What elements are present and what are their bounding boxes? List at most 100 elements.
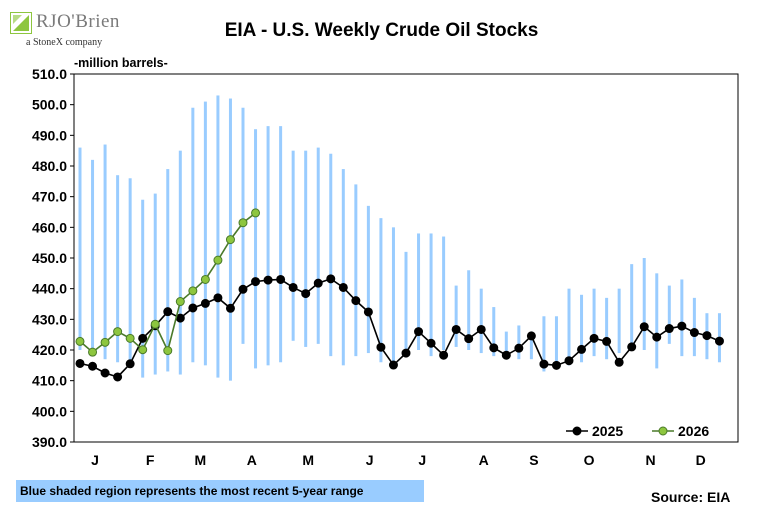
range-bar	[404, 251, 408, 350]
logo-mark-icon	[10, 12, 32, 34]
range-bar	[642, 258, 646, 350]
series-lines	[75, 208, 724, 382]
point-2025	[401, 348, 411, 358]
point-2025	[639, 322, 649, 332]
point-2025	[125, 359, 135, 369]
range-bar	[492, 307, 496, 357]
point-2026	[88, 347, 98, 357]
range-bar	[479, 288, 483, 354]
y-axis-unit-label: -million barrels-	[74, 56, 168, 70]
source-label: Source: EIA	[651, 489, 731, 505]
logo: RJO'Brien a StoneX company	[8, 8, 138, 52]
range-bar	[178, 150, 182, 375]
range-bar	[605, 297, 609, 360]
range-bar	[429, 233, 433, 357]
range-bar	[379, 218, 383, 363]
point-2026	[113, 327, 123, 337]
point-2025	[200, 298, 210, 308]
range-bar	[366, 205, 370, 354]
point-2026	[100, 337, 110, 347]
range-bar	[103, 144, 107, 360]
legend-marker-2026	[658, 426, 668, 436]
range-note: Blue shaded region represents the most r…	[16, 480, 424, 502]
point-2025	[589, 333, 599, 343]
range-bar	[304, 150, 308, 347]
range-bar	[517, 325, 521, 360]
point-2026	[163, 346, 173, 356]
point-2026	[75, 336, 85, 346]
range-bar	[667, 285, 671, 344]
point-2025	[276, 274, 286, 284]
point-2025	[388, 360, 398, 370]
point-2025	[313, 278, 323, 288]
range-bar	[279, 126, 283, 363]
point-2025	[100, 368, 110, 378]
point-2025	[614, 357, 624, 367]
y-tick-label: 410.0	[32, 373, 67, 389]
range-bar	[116, 175, 120, 363]
point-2025	[464, 334, 474, 344]
point-2025	[564, 356, 574, 366]
x-month-label: S	[529, 452, 538, 468]
range-bar	[78, 147, 82, 350]
point-2026	[150, 319, 160, 329]
point-2025	[326, 274, 336, 284]
x-month-label: J	[91, 452, 99, 468]
legend-label-2026: 2026	[678, 423, 709, 439]
y-tick-label: 390.0	[32, 434, 67, 450]
range-bar	[680, 279, 684, 357]
x-month-label: A	[247, 452, 257, 468]
range-bar	[391, 227, 395, 369]
point-2025	[75, 358, 85, 368]
point-2025	[539, 359, 549, 369]
range-bar	[191, 107, 195, 363]
logo-tagline: a StoneX company	[26, 37, 103, 48]
point-2026	[213, 255, 223, 265]
y-tick-label: 480.0	[32, 158, 67, 174]
range-bar	[692, 297, 696, 357]
range-bar	[542, 316, 546, 372]
x-month-label: J	[418, 452, 426, 468]
point-2025	[664, 324, 674, 334]
y-tick-label: 460.0	[32, 219, 67, 235]
point-2025	[288, 282, 298, 292]
point-2025	[689, 328, 699, 338]
logo-wordmark: RJO'Brien	[36, 11, 120, 32]
legend: 2025 2026	[566, 423, 709, 439]
point-2026	[175, 297, 185, 307]
point-2025	[338, 282, 348, 292]
range-bar	[630, 264, 634, 347]
point-2025	[113, 372, 123, 382]
point-2025	[225, 303, 235, 313]
point-2025	[188, 303, 198, 313]
range-bar	[329, 153, 333, 357]
range-bar	[617, 288, 621, 354]
point-2025	[88, 361, 98, 371]
y-tick-label: 510.0	[32, 66, 67, 82]
point-2025	[451, 324, 461, 334]
point-2025	[238, 284, 248, 294]
range-bar	[254, 129, 258, 369]
y-tick-label: 490.0	[32, 127, 67, 143]
point-2026	[125, 333, 135, 343]
point-2025	[251, 277, 261, 287]
point-2026	[188, 286, 198, 296]
y-tick-label: 430.0	[32, 311, 67, 327]
range-bar	[504, 331, 508, 357]
point-2025	[551, 360, 561, 370]
series-line-2025	[79, 277, 720, 378]
point-2025	[526, 331, 536, 341]
range-bar	[203, 101, 207, 366]
y-tick-label: 400.0	[32, 403, 67, 419]
point-2025	[501, 350, 511, 360]
point-2025	[439, 350, 449, 360]
range-bar	[417, 233, 421, 350]
point-2025	[514, 343, 524, 353]
range-bar	[467, 270, 471, 350]
range-band	[78, 95, 721, 381]
y-tick-label: 470.0	[32, 189, 67, 205]
range-bar	[442, 236, 446, 350]
x-month-label: A	[479, 452, 489, 468]
range-bar	[166, 169, 170, 372]
